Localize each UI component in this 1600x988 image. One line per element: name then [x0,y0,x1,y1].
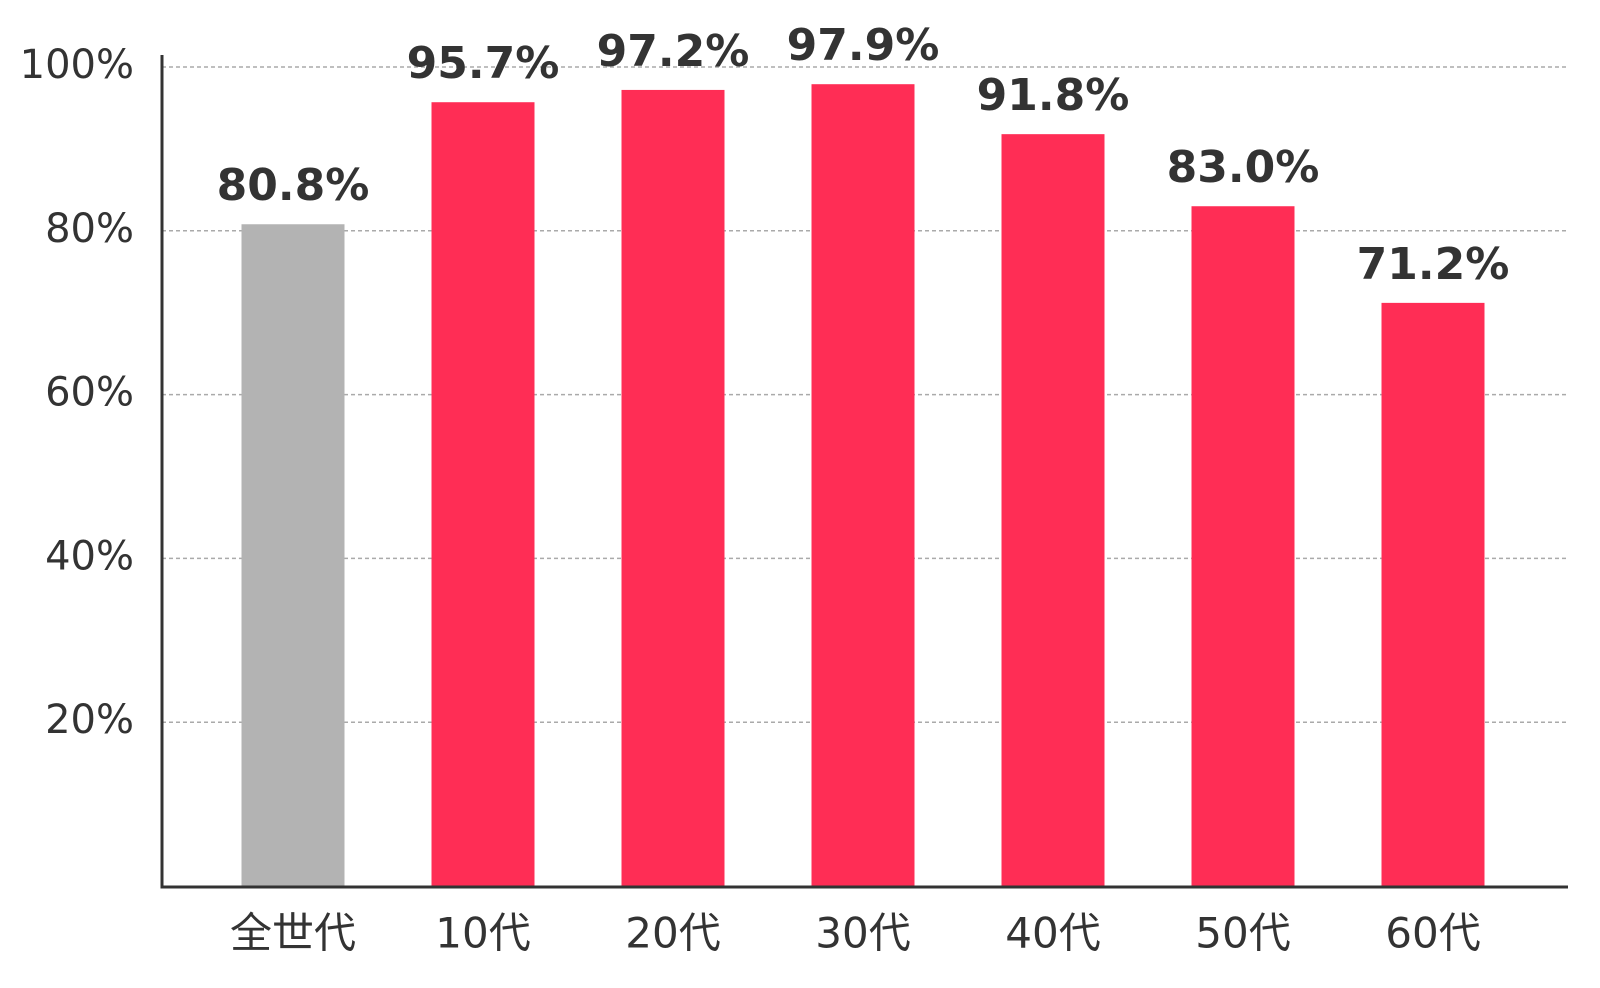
value-label: 95.7% [407,38,560,89]
y-tick-label: 80% [45,206,134,252]
x-tick-label: 全世代 [230,909,356,958]
value-label: 91.8% [977,70,1130,121]
value-label: 97.9% [787,20,940,71]
y-tick-label: 60% [45,370,134,416]
x-tick-label: 30代 [815,909,910,958]
value-label: 80.8% [217,160,370,211]
bar [621,89,725,886]
x-tick-label: 60代 [1385,909,1480,958]
y-tick-label: 100% [20,42,134,88]
value-label: 71.2% [1357,239,1510,290]
bar [1381,302,1485,886]
value-label: 97.2% [597,26,750,77]
y-tick-label: 40% [45,533,134,579]
bar [1191,206,1295,887]
x-tick-label: 20代 [625,909,720,958]
y-tick-label: 20% [45,697,134,743]
x-tick-label: 40代 [1005,909,1100,958]
x-tick-label: 10代 [435,909,530,958]
bar [241,224,345,887]
x-tick-label: 50代 [1195,909,1290,958]
bar [1001,134,1105,886]
bar [811,84,915,887]
value-label: 83.0% [1167,142,1320,193]
bar [431,102,535,887]
